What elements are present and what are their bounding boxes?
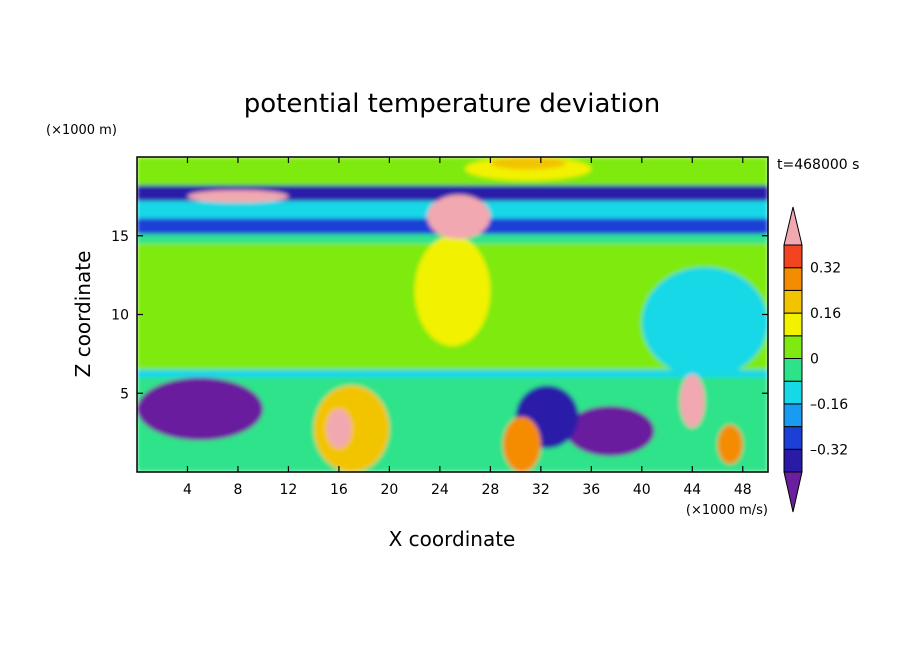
- colorbar-segment: [783, 244, 803, 269]
- x-tick-label: 48: [734, 482, 752, 498]
- field-region: [490, 157, 567, 170]
- field-region: [566, 405, 655, 457]
- field-region: [137, 185, 768, 202]
- x-tick-label: 24: [431, 482, 449, 498]
- colorbar-segment: [783, 335, 803, 359]
- colorbar-tick-label: 0.32: [810, 261, 841, 277]
- x-unit-label: (×1000 m/s): [686, 503, 768, 518]
- x-tick-label: 8: [233, 482, 242, 498]
- colorbar-segment: [783, 206, 803, 246]
- colorbar: [783, 206, 803, 513]
- field-region: [187, 190, 289, 203]
- colorbar-segment: [783, 267, 803, 291]
- colorbar-tick-label: –0.32: [810, 442, 848, 458]
- x-tick-label: 20: [380, 482, 398, 498]
- field-region: [137, 157, 768, 186]
- y-tick-label: 15: [111, 229, 129, 245]
- colorbar-segment: [783, 358, 803, 382]
- field-region: [641, 267, 768, 378]
- y-tick-label: 5: [120, 386, 129, 402]
- field-region: [414, 235, 491, 346]
- field-region: [137, 369, 768, 378]
- colorbar-segment: [783, 403, 803, 428]
- colorbar-segment: [783, 426, 803, 450]
- x-tick-label: 36: [582, 482, 600, 498]
- field-region: [427, 194, 491, 239]
- x-tick-label: 16: [330, 482, 348, 498]
- colorbar-tick-label: 0.16: [810, 306, 841, 322]
- y-unit-label: (×1000 m): [46, 123, 117, 138]
- contour-field: [137, 157, 768, 472]
- colorbar-tick-label: –0.16: [810, 397, 848, 413]
- colorbar-tick-label: 0: [810, 352, 819, 368]
- x-tick-label: 12: [280, 482, 298, 498]
- colorbar-segment: [783, 471, 803, 513]
- field-region: [502, 416, 541, 472]
- y-axis-label: Z coordinate: [71, 251, 95, 378]
- colorbar-ticks: 0.32 0.16 0 –0.16 –0.32: [810, 261, 848, 459]
- y-tick-label: 10: [111, 308, 129, 324]
- colorbar-segment: [783, 448, 803, 473]
- field-region: [326, 409, 352, 449]
- x-tick-label: 32: [532, 482, 550, 498]
- x-axis-label: X coordinate: [389, 527, 516, 551]
- x-tick-label: 4: [183, 482, 192, 498]
- field-region: [717, 424, 743, 465]
- x-tick-label: 40: [633, 482, 651, 498]
- field-region: [137, 377, 264, 441]
- chart-title: potential temperature deviation: [244, 89, 660, 119]
- colorbar-segment: [783, 289, 803, 314]
- x-tick-label: 28: [481, 482, 499, 498]
- x-tick-label: 44: [683, 482, 701, 498]
- field-region: [679, 374, 705, 428]
- colorbar-segment: [783, 380, 803, 405]
- y-axis-ticks: 5 10 15: [111, 229, 768, 402]
- colorbar-segment: [783, 312, 803, 337]
- x-axis-ticks: 4 8 12 16 20 24 28 32 36 40 44 48: [183, 157, 752, 498]
- time-label: t=468000 s: [777, 157, 859, 173]
